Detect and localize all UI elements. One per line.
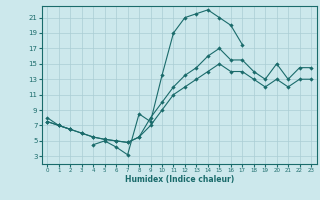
X-axis label: Humidex (Indice chaleur): Humidex (Indice chaleur) bbox=[124, 175, 234, 184]
